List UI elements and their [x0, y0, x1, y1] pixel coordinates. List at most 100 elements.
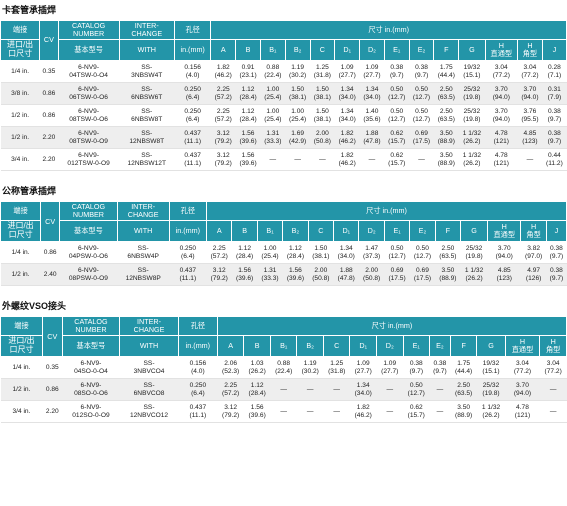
data-cell: 1.50 (38.1)	[308, 241, 334, 265]
header-cell: D₁	[334, 39, 361, 62]
data-cell: 0.35	[39, 60, 59, 84]
data-cell: 2.25 (57.2)	[217, 378, 244, 402]
data-cell: 1.34 (34.0)	[334, 82, 360, 106]
data-cell: 19/32 (15.1)	[476, 356, 506, 380]
data-cell: —	[296, 400, 324, 424]
header-row: 端接 CV CATALOG NUMBER INTER- CHANGE 孔径 尺寸 in.(…	[0, 316, 567, 358]
data-cell: 2.00 (50.8)	[310, 126, 335, 150]
data-cell: 1.34 (34.0)	[359, 82, 385, 106]
data-cell: 3.70 (94.0)	[505, 378, 540, 402]
data-cell: —	[296, 378, 324, 402]
data-cell: 1/2 in.	[0, 378, 43, 402]
data-cell: 0.250 (6.4)	[169, 241, 207, 265]
data-cell: 1.56 (39.6)	[231, 263, 258, 287]
data-row: 1/2 in. 0.86 6-NV9- 08SO-0-O6 SS- 6NBVCO8 0.…	[0, 378, 567, 402]
data-cell: —	[539, 400, 567, 424]
data-cell: 1.12 (28.4)	[243, 378, 271, 402]
data-cell: —	[323, 378, 350, 402]
header-cell: 进口/出 口尺寸	[0, 39, 41, 62]
data-cell: 1.56 (39.6)	[282, 263, 309, 287]
data-cell: SS- 6NBSW6T	[119, 82, 175, 106]
data-cell: 0.69 (17.5)	[409, 126, 434, 150]
data-cell: SS- 6NBSW4P	[117, 241, 170, 265]
header-cell: G	[458, 39, 486, 62]
data-cell: 0.50 (12.7)	[409, 241, 436, 265]
header-row: 端接 CV CATALOG NUMBER INTER- CHANGE 孔径 尺寸 in.(…	[0, 19, 567, 62]
data-cell: 3.12 (79.2)	[210, 148, 236, 172]
data-cell: 1.56 (39.6)	[235, 148, 261, 172]
data-cell: 2.50 (63.5)	[433, 104, 459, 128]
data-cell: 0.38 (9.7)	[409, 60, 434, 84]
header-cell: 尺寸 in.(mm)	[206, 201, 567, 222]
data-cell: 2.20	[39, 126, 59, 150]
data-cell: 0.50 (12.7)	[403, 378, 430, 402]
header-row: 进口/出 口尺寸 基本型号 WITH in.(mm) A B B₁ B₂ C D₁ D₂ E₁ E₂ F G…	[0, 39, 567, 62]
data-cell: 2.00 (50.8)	[308, 263, 334, 287]
data-cell: 6-NV9- 08PSW-0-O9	[59, 263, 118, 287]
data-cell: 1.00 (25.4)	[260, 82, 286, 106]
data-cell: 1.00 (25.4)	[285, 104, 311, 128]
data-cell: 1.25 (31.8)	[310, 60, 335, 84]
data-cell: —	[323, 400, 350, 424]
header-cell: F	[449, 335, 478, 358]
data-row: 1/2 in. 2.20 6-NV9- 08TSW-0-O9 SS- 12NBSW8T…	[0, 126, 567, 150]
data-cell: 3/4 in.	[0, 148, 40, 172]
header-cell: WITH	[116, 220, 170, 243]
data-cell: 1.09 (27.7)	[334, 60, 360, 84]
data-cell: 0.38 (9.7)	[429, 356, 451, 380]
data-cell: 0.38 (9.7)	[403, 356, 430, 380]
data-cell: 0.437 (11.1)	[174, 148, 211, 172]
data-cell: 1.12 (28.4)	[231, 241, 258, 265]
header-cell: H 直通型	[487, 220, 522, 243]
header-cell: D₂	[358, 220, 385, 243]
data-cell: —	[517, 148, 543, 172]
section-title: 外螺纹VSO接头	[2, 301, 67, 312]
data-cell: 3/8 in.	[0, 82, 40, 106]
header-cell: WITH	[119, 335, 179, 358]
data-cell: 3.04 (77.2)	[539, 356, 567, 380]
header-cell: A	[216, 335, 245, 358]
data-cell: 1.00 (25.4)	[257, 241, 283, 265]
header-cell: E₁	[383, 39, 410, 62]
data-cell: 1.82 (46.2)	[349, 400, 377, 424]
data-cell: 1.56 (39.6)	[243, 400, 271, 424]
data-cell: 1.56 (39.6)	[235, 126, 261, 150]
data-cell: 0.250 (6.4)	[178, 378, 218, 402]
data-cell: 1.00 (25.4)	[260, 104, 286, 128]
data-cell: 3.04 (77.2)	[517, 60, 543, 84]
header-cell: 尺寸 in.(mm)	[216, 316, 567, 337]
section-title: 公称管承插焊	[2, 186, 57, 197]
data-cell: 1.88 (47.8)	[359, 126, 385, 150]
header-cell: 尺寸 in.(mm)	[210, 19, 567, 41]
header-cell: 基本型号	[61, 335, 121, 358]
data-cell: 19/32 (15.1)	[458, 60, 486, 84]
header-cell: J	[545, 220, 567, 243]
data-cell: 1.40 (35.6)	[359, 104, 385, 128]
data-cell: 3.12 (79.2)	[210, 126, 236, 150]
data-cell: SS- 12NBSW12T	[119, 148, 175, 172]
header-cell: D₁	[333, 220, 360, 243]
data-cell: 0.250 (6.4)	[174, 82, 211, 106]
data-cell: 3.82 (97.0)	[520, 241, 547, 265]
data-cell: 6-NV9- 012SO-0-O9	[62, 400, 120, 424]
header-cell: 端接	[0, 201, 42, 222]
header-cell: CATALOG NUMBER	[57, 19, 120, 41]
data-cell: 1.09 (27.7)	[376, 356, 403, 380]
data-cell: 1/2 in.	[0, 263, 41, 287]
data-cell: 1.50 (38.1)	[310, 104, 335, 128]
data-cell: 0.35	[42, 356, 63, 380]
data-cell: 6-NV9- 08TSW-0-O9	[58, 126, 120, 150]
header-cell: B₂	[284, 39, 311, 62]
data-cell: 6-NV9- 04PSW-0-O6	[59, 241, 118, 265]
spec-table: 端接 CV CATALOG NUMBER INTER- CHANGE 孔径 尺寸 in.(…	[0, 316, 567, 424]
data-cell: 25/32 (19.8)	[476, 378, 506, 402]
data-cell: 0.156 (4.0)	[174, 60, 211, 84]
data-cell: 0.437 (11.1)	[169, 263, 207, 287]
data-cell: 25/32 (19.8)	[458, 82, 486, 106]
data-cell: 1/4 in.	[0, 60, 40, 84]
data-cell: 0.156 (4.0)	[178, 356, 218, 380]
data-cell: 0.44 (11.2)	[542, 148, 567, 172]
data-cell: 4.85 (123)	[487, 263, 521, 287]
data-cell: 1.19 (30.2)	[285, 60, 311, 84]
data-cell: 4.85 (123)	[517, 126, 543, 150]
